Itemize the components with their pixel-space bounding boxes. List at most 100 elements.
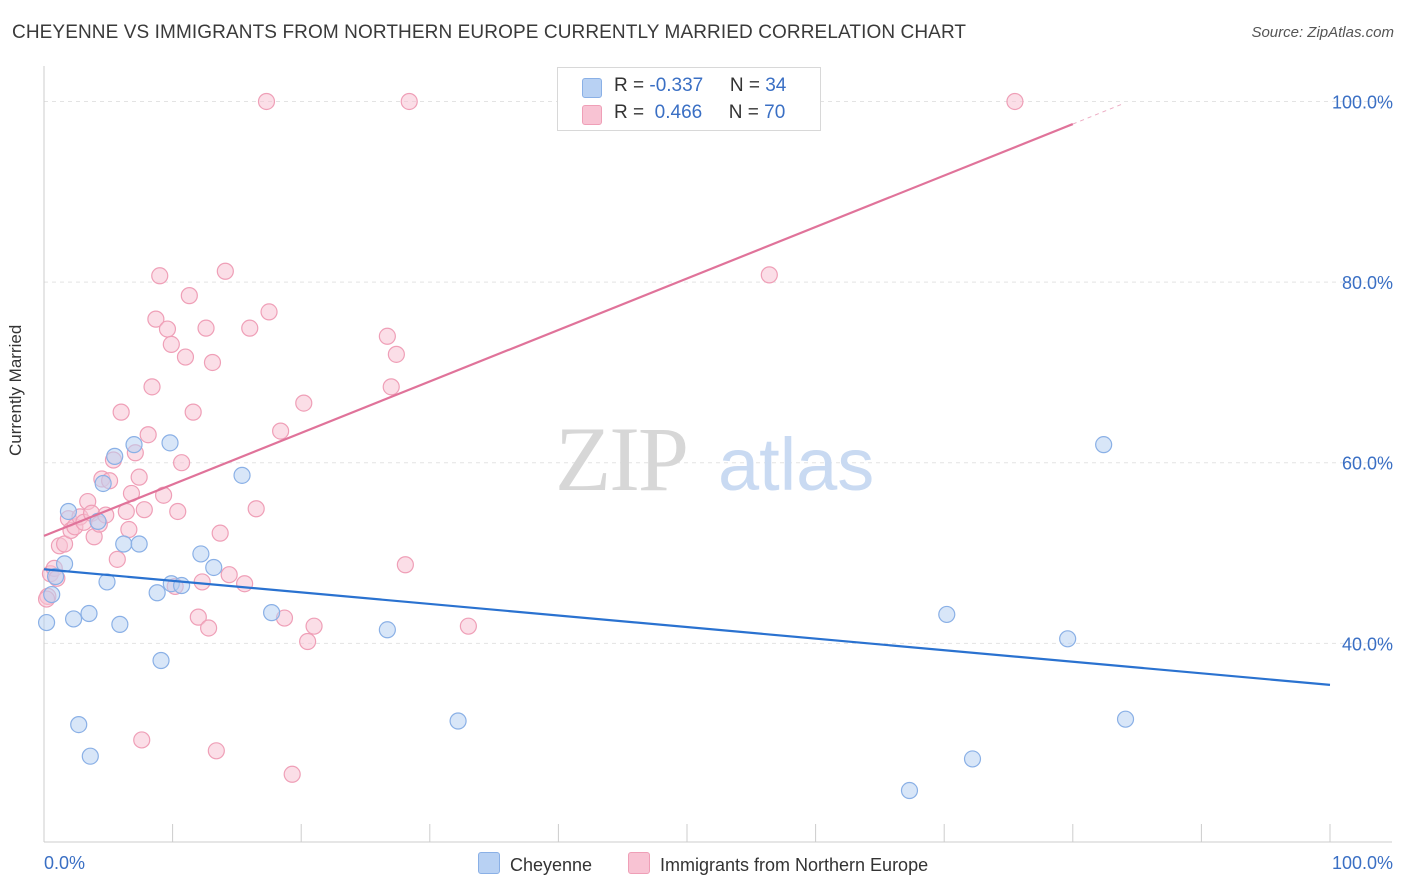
immigrants-point	[133, 731, 151, 749]
legend-item-immigrants[interactable]: Immigrants from Northern Europe	[628, 852, 928, 876]
immigrants-point	[211, 524, 229, 542]
y-tick-label: 40.0%	[1342, 634, 1393, 654]
cheyenne-point	[152, 651, 170, 670]
immigrants-point	[272, 422, 290, 440]
source-credit: Source: ZipAtlas.com	[1251, 24, 1394, 41]
legend-item-cheyenne[interactable]: Cheyenne	[478, 852, 592, 876]
axes	[43, 66, 1392, 843]
cheyenne-point	[1059, 630, 1077, 648]
immigrants-trend-line	[43, 123, 1074, 537]
tick-labels: 40.0% 60.0% 80.0% 100.0% 0.0% 100.0%	[44, 92, 1393, 873]
immigrants-point	[396, 556, 414, 574]
immigrants-point	[760, 266, 778, 284]
n-value: 34	[765, 75, 787, 96]
immigrants-point	[120, 520, 138, 539]
cheyenne-point	[173, 576, 191, 595]
stats-box: R = -0.337 N = 34 R = 0.466 N = 70	[557, 67, 821, 131]
immigrants-point	[184, 403, 202, 421]
cheyenne-point	[81, 747, 99, 765]
immigrants-point	[139, 426, 157, 444]
immigrants-point	[241, 319, 259, 337]
y-tick-label: 60.0%	[1342, 454, 1393, 474]
n-label: N =	[729, 75, 766, 96]
immigrants-point	[130, 468, 148, 486]
cheyenne-point	[106, 447, 124, 465]
immigrants-point	[236, 575, 254, 593]
series-cheyenne-points	[37, 434, 1135, 800]
legend-label: Immigrants from Northern Europe	[660, 855, 929, 875]
cheyenne-point	[205, 558, 223, 577]
series-immigrants-points	[37, 92, 1024, 783]
immigrants-point	[378, 327, 396, 345]
immigrants-point	[151, 267, 169, 285]
immigrants-point	[283, 765, 301, 783]
n-value: 70	[764, 102, 786, 123]
r-value: 0.466	[649, 102, 703, 123]
legend-label: Cheyenne	[510, 855, 593, 875]
immigrants-point	[257, 92, 276, 111]
cheyenne-point	[148, 584, 166, 602]
watermark-zip: ZIP	[555, 408, 687, 510]
cheyenne-point	[938, 605, 956, 624]
cheyenne-point	[263, 604, 281, 622]
cheyenne-point	[1095, 436, 1113, 454]
cheyenne-point	[130, 535, 148, 553]
cheyenne-point	[115, 535, 133, 553]
immigrants-swatch	[582, 105, 602, 125]
r-label: R =	[614, 102, 650, 123]
cheyenne-point	[125, 436, 143, 454]
cheyenne-point	[1116, 710, 1135, 728]
cheyenne-point	[161, 434, 179, 452]
cheyenne-legend-swatch	[478, 852, 500, 874]
cheyenne-point	[94, 474, 112, 493]
immigrants-trend-extension	[1072, 102, 1125, 125]
y-axis-label: Currently Married	[6, 324, 25, 456]
immigrants-point	[135, 501, 153, 519]
n-label: N =	[728, 102, 765, 123]
immigrants-point	[220, 566, 238, 584]
y-tick-label: 80.0%	[1342, 273, 1393, 293]
immigrants-legend-swatch	[628, 852, 650, 874]
immigrants-point	[112, 403, 130, 421]
x-tick-label: 100.0%	[1332, 853, 1393, 873]
immigrants-point	[247, 500, 265, 518]
grid-lines	[44, 100, 1392, 644]
watermark: ZIP atlas	[555, 408, 874, 510]
r-value: -0.337	[649, 75, 704, 96]
x-tick-label: 0.0%	[44, 853, 85, 873]
cheyenne-point	[59, 502, 78, 521]
cheyenne-trend-line	[43, 568, 1331, 686]
cheyenne-point	[80, 604, 98, 623]
cheyenne-point	[55, 555, 74, 573]
cheyenne-point	[449, 712, 467, 730]
immigrants-point	[169, 502, 187, 521]
cheyenne-swatch	[582, 78, 602, 98]
immigrants-point	[176, 348, 195, 366]
cheyenne-point	[963, 750, 982, 768]
cheyenne-point	[233, 466, 251, 484]
cheyenne-point	[37, 613, 56, 632]
immigrants-point	[299, 632, 317, 651]
y-tick-label: 100.0%	[1332, 92, 1393, 112]
immigrants-point	[158, 320, 177, 338]
immigrants-point	[382, 378, 400, 396]
r-label: R =	[614, 75, 650, 96]
immigrants-point	[197, 319, 215, 337]
immigrants-point	[387, 345, 405, 363]
trend-lines	[43, 102, 1331, 686]
immigrants-point	[459, 617, 477, 635]
immigrants-point	[180, 287, 198, 305]
cheyenne-point	[70, 716, 88, 734]
immigrants-point	[189, 608, 207, 626]
immigrants-point	[1006, 92, 1024, 111]
immigrants-point	[108, 550, 126, 568]
cheyenne-point	[378, 621, 396, 639]
immigrants-point	[305, 617, 323, 635]
immigrants-point	[173, 454, 191, 472]
immigrants-point	[216, 262, 234, 280]
immigrants-point	[143, 378, 161, 396]
immigrants-point	[203, 353, 222, 372]
immigrants-point	[147, 310, 165, 328]
cheyenne-point	[64, 610, 83, 628]
